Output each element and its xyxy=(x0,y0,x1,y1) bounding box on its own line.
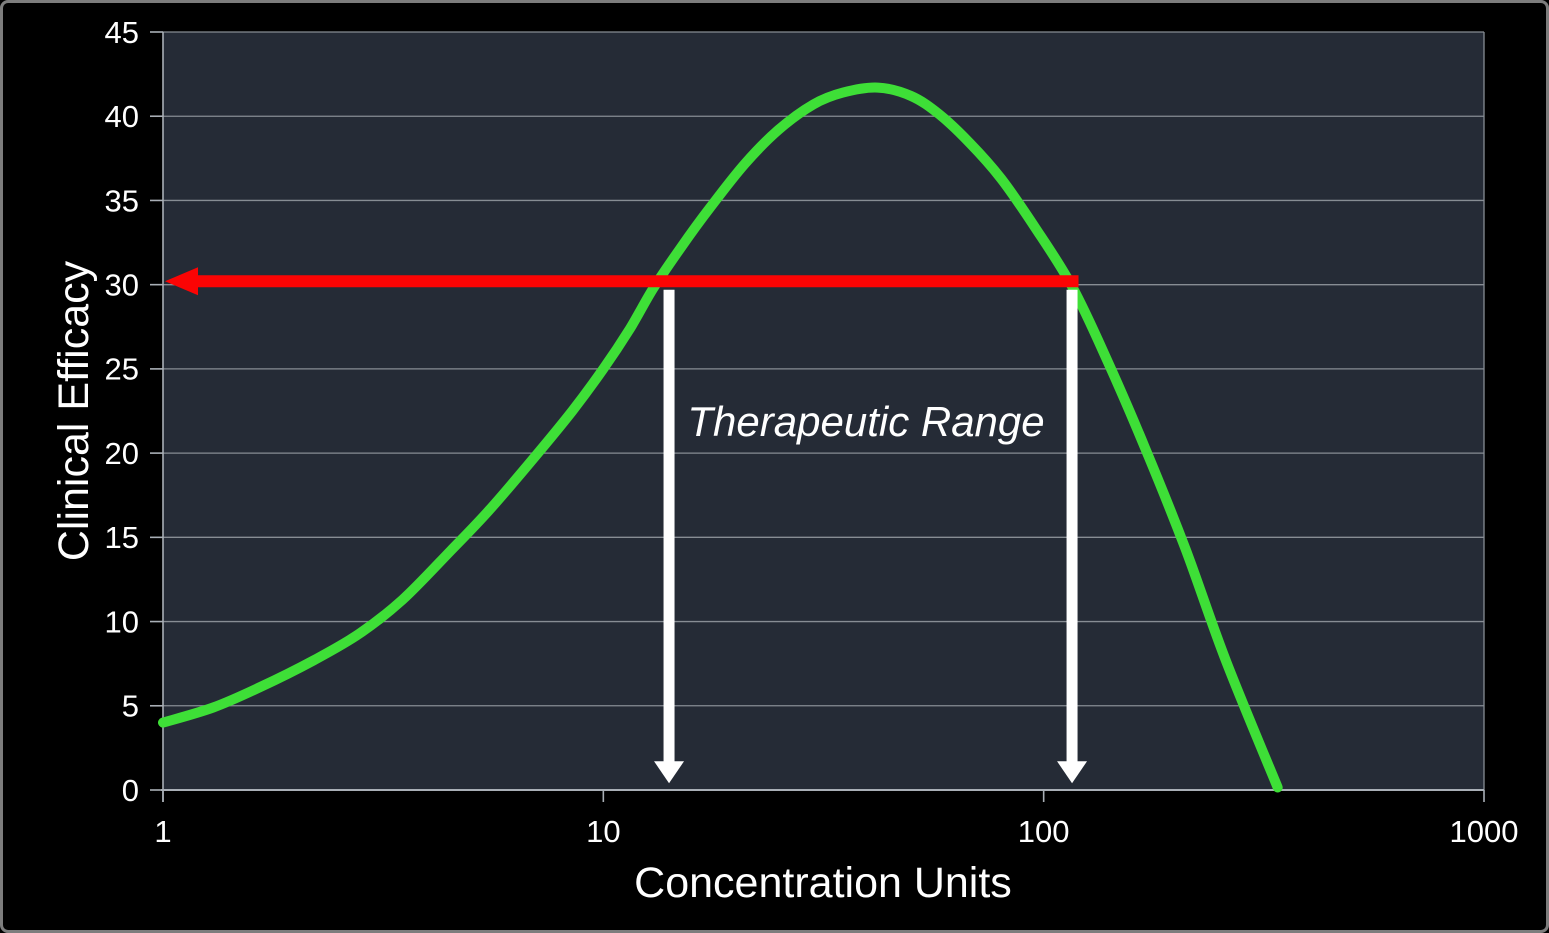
x-tick-label: 10 xyxy=(586,814,620,849)
threshold-arrow-head xyxy=(165,267,198,296)
plot-area-background xyxy=(163,32,1484,790)
clinical-efficacy-curve xyxy=(158,82,1283,793)
y-tick-label: 20 xyxy=(105,436,139,471)
y-tick-label: 10 xyxy=(105,604,139,639)
x-tick-label: 1000 xyxy=(1450,814,1519,849)
y-tick-label: 45 xyxy=(105,15,139,50)
x-tick-label: 1 xyxy=(154,814,171,849)
range-arrow-left-head xyxy=(654,761,685,784)
y-tick-label: 30 xyxy=(105,268,139,303)
y-tick-label: 15 xyxy=(105,520,139,555)
y-tick-label: 25 xyxy=(105,352,139,387)
y-tick-label: 0 xyxy=(122,773,139,808)
x-axis-title: Concentration Units xyxy=(634,859,1012,907)
y-tick-label: 40 xyxy=(105,99,139,134)
y-tick-label: 5 xyxy=(122,689,139,724)
x-tick-label: 100 xyxy=(1018,814,1070,849)
y-tick-label: 35 xyxy=(105,183,139,218)
y-axis-title: Clinical Efficacy xyxy=(50,260,98,561)
range-arrow-right-head xyxy=(1057,761,1088,784)
therapeutic-range-label: Therapeutic Range xyxy=(687,398,1044,445)
